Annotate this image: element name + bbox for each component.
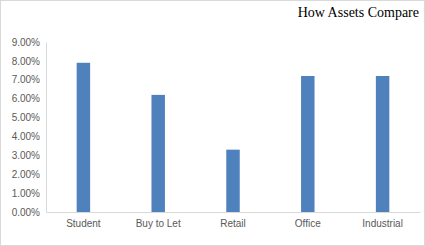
x-tick: Industrial	[362, 212, 403, 229]
y-tick: 3.00%	[12, 150, 46, 161]
x-tick: Buy to Let	[136, 212, 181, 229]
y-tick-label: 7.00%	[12, 74, 40, 85]
y-tick: 1.00%	[12, 188, 46, 199]
y-tick: 6.00%	[12, 93, 46, 104]
bar	[77, 63, 90, 212]
x-tick: Student	[66, 212, 101, 229]
x-tick-label: Industrial	[362, 218, 403, 229]
x-tick-label: Retail	[220, 218, 246, 229]
y-tick-label: 8.00%	[12, 56, 40, 67]
bar	[151, 95, 164, 212]
y-tick: 0.00%	[12, 207, 46, 218]
bars	[77, 63, 390, 212]
chart-title: How Assets Compare	[298, 5, 419, 20]
y-axis-line	[46, 43, 47, 213]
x-axis: Student Buy to Let Retail Office Industrial	[47, 212, 421, 229]
y-tick: 7.00%	[12, 74, 46, 85]
plot-area: 0.00% 1.00% 2.00% 3.00% 4.00% 5.00% 6.00% 7.00%…	[12, 37, 421, 229]
x-tick-label: Office	[295, 218, 321, 229]
bar	[226, 150, 239, 212]
y-tick: 8.00%	[12, 56, 46, 67]
y-tick-label: 0.00%	[12, 207, 40, 218]
y-tick-label: 2.00%	[12, 169, 40, 180]
y-tick: 4.00%	[12, 131, 46, 142]
chart-frame	[1, 1, 425, 246]
bar	[376, 76, 389, 212]
chart: 0.00% 1.00% 2.00% 3.00% 4.00% 5.00% 6.00% 7.00%…	[0, 0, 425, 246]
y-tick: 9.00%	[12, 37, 46, 48]
y-tick-label: 3.00%	[12, 150, 40, 161]
bar	[301, 76, 314, 212]
y-axis: 0.00% 1.00% 2.00% 3.00% 4.00% 5.00% 6.00% 7.00%…	[12, 37, 47, 218]
y-tick-label: 5.00%	[12, 112, 40, 123]
y-tick-label: 9.00%	[12, 37, 40, 48]
x-tick-label: Buy to Let	[136, 218, 181, 229]
y-tick-label: 1.00%	[12, 188, 40, 199]
x-tick-label: Student	[66, 218, 101, 229]
x-axis-line	[47, 212, 421, 213]
y-tick-label: 4.00%	[12, 131, 40, 142]
y-tick-label: 6.00%	[12, 93, 40, 104]
x-tick: Retail	[220, 212, 246, 229]
x-tick: Office	[295, 212, 321, 229]
y-tick: 2.00%	[12, 169, 46, 180]
y-tick: 5.00%	[12, 112, 46, 123]
